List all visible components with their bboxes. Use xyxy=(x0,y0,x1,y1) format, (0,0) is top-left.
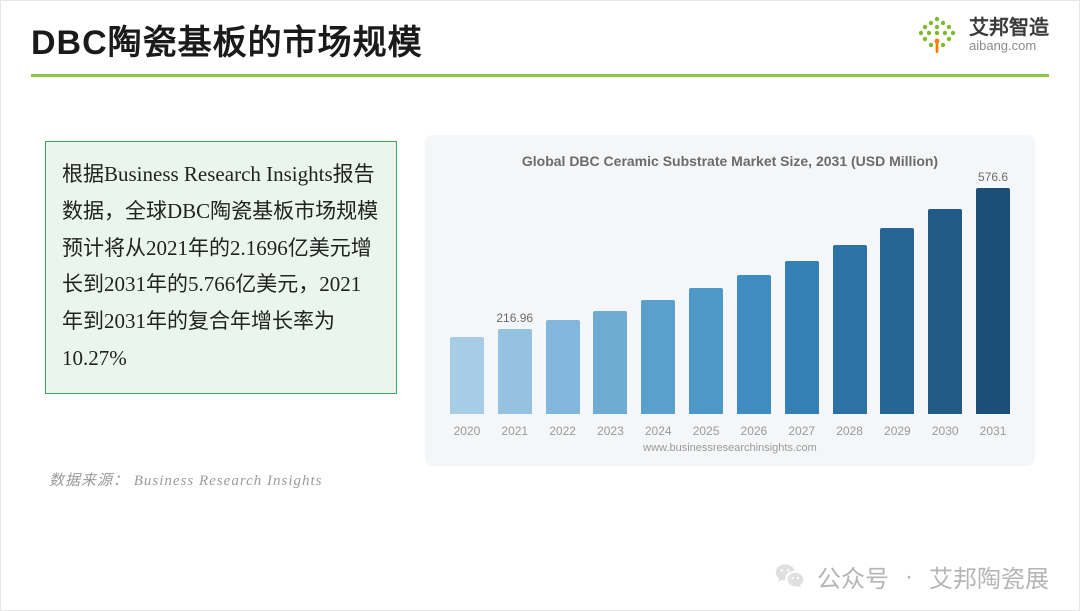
x-axis-label: 2022 xyxy=(543,424,583,438)
bar-rect xyxy=(450,337,484,414)
x-axis-label: 2020 xyxy=(447,424,487,438)
bar-rect xyxy=(976,188,1010,414)
brand-logo: 艾邦智造 aibang.com xyxy=(915,13,1049,57)
chart-bar xyxy=(734,275,774,414)
watermark: 公众号 · 艾邦陶瓷展 xyxy=(773,559,1049,594)
watermark-label-1: 公众号 xyxy=(817,559,889,594)
chart-footer: www.businessresearchinsights.com xyxy=(445,442,1015,454)
brand-logo-icon xyxy=(915,13,959,57)
brand-name-en: aibang.com xyxy=(969,39,1049,53)
chart-bar xyxy=(638,300,678,414)
x-axis-label: 2024 xyxy=(638,424,678,438)
data-source-note: 数据来源： Business Research Insights xyxy=(49,469,323,490)
chart-bar xyxy=(877,228,917,414)
x-axis-label: 2021 xyxy=(495,424,535,438)
bar-rect xyxy=(498,329,532,414)
chart-bar xyxy=(925,209,965,414)
bar-value-label: 576.6 xyxy=(978,170,1008,184)
x-axis-label: 2025 xyxy=(686,424,726,438)
brand-name-cn: 艾邦智造 xyxy=(969,17,1049,39)
chart-bar xyxy=(830,245,870,414)
page-title: DBC陶瓷基板的市场规模 xyxy=(31,15,423,64)
bar-rect xyxy=(689,288,723,414)
x-axis-label: 2031 xyxy=(973,424,1013,438)
x-axis-label: 2028 xyxy=(830,424,870,438)
chart-title: Global DBC Ceramic Substrate Market Size… xyxy=(445,153,1015,169)
chart-bar xyxy=(686,288,726,414)
x-axis-label: 2026 xyxy=(734,424,774,438)
market-size-chart: Global DBC Ceramic Substrate Market Size… xyxy=(425,135,1035,466)
bar-rect xyxy=(593,311,627,414)
description-box: 根据Business Research Insights报告数据，全球DBC陶瓷… xyxy=(45,141,397,394)
chart-x-labels: 2020 2021 2022 2023 2024 2025 2026 2027 2028 2029… xyxy=(445,424,1015,438)
x-axis-label: 2027 xyxy=(782,424,822,438)
chart-bar xyxy=(590,311,630,414)
x-axis-label: 2030 xyxy=(925,424,965,438)
chart-bar: 216.96 xyxy=(495,329,535,414)
bar-rect xyxy=(928,209,962,414)
wechat-icon xyxy=(773,560,807,594)
bar-rect xyxy=(880,228,914,414)
chart-bars: 216.96 576.6 xyxy=(445,179,1015,414)
chart-bar xyxy=(543,320,583,414)
bar-rect xyxy=(641,300,675,414)
x-axis-label: 2029 xyxy=(877,424,917,438)
x-axis-label: 2023 xyxy=(590,424,630,438)
bar-rect xyxy=(785,261,819,414)
bar-rect xyxy=(737,275,771,414)
watermark-separator: · xyxy=(905,563,913,591)
bar-value-label: 216.96 xyxy=(496,311,533,325)
chart-bar xyxy=(447,337,487,414)
chart-bar xyxy=(782,261,822,414)
bar-rect xyxy=(833,245,867,414)
chart-bar: 576.6 xyxy=(973,188,1013,414)
watermark-label-2: 艾邦陶瓷展 xyxy=(929,559,1049,594)
bar-rect xyxy=(546,320,580,414)
